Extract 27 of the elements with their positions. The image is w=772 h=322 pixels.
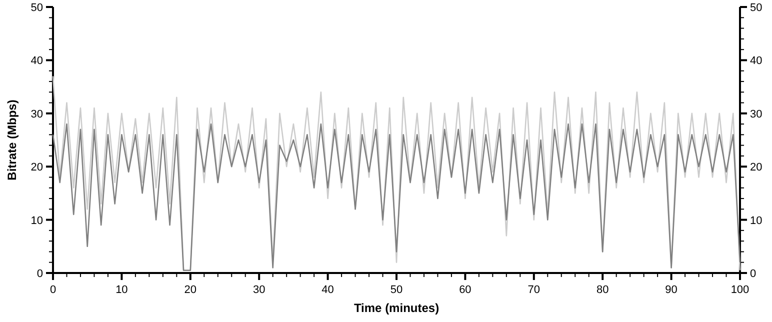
y2-tick-label: 10 <box>750 214 762 227</box>
y-tick-label: 40 <box>30 55 43 68</box>
x-tick-label: 50 <box>390 284 403 296</box>
line-series <box>52 123 741 271</box>
x-tick-label: 90 <box>665 284 678 296</box>
x-tick-label: 60 <box>459 284 472 296</box>
y2-tick-label: 20 <box>750 162 762 174</box>
y2-tick-label: 50 <box>750 2 762 14</box>
x-tick-label: 0 <box>50 284 56 296</box>
y2-tick-label: 40 <box>750 55 762 68</box>
x-tick-label: 80 <box>596 284 609 296</box>
y-tick-label: 20 <box>30 162 43 174</box>
x-tick-label: 10 <box>116 284 128 296</box>
y-tick-label: 50 <box>30 2 43 14</box>
y-tick-label: 0 <box>36 268 43 280</box>
x-tick-label: 40 <box>322 284 334 296</box>
x-tick-label: 70 <box>528 284 540 296</box>
x-tick-label: 30 <box>252 284 266 296</box>
y-tick-label: 10 <box>30 214 43 227</box>
y2-tick-label: 30 <box>750 108 762 120</box>
y-tick-label: 30 <box>30 108 43 120</box>
line-series <box>52 76 741 271</box>
y2-tick-label: 0 <box>750 268 756 280</box>
x-axis-title: Time (minutes) <box>354 301 440 315</box>
y-axis-title: Bitrate (Mbps) <box>5 100 19 180</box>
x-tick-label: 100 <box>730 284 750 296</box>
x-tick-label: 20 <box>184 284 197 296</box>
